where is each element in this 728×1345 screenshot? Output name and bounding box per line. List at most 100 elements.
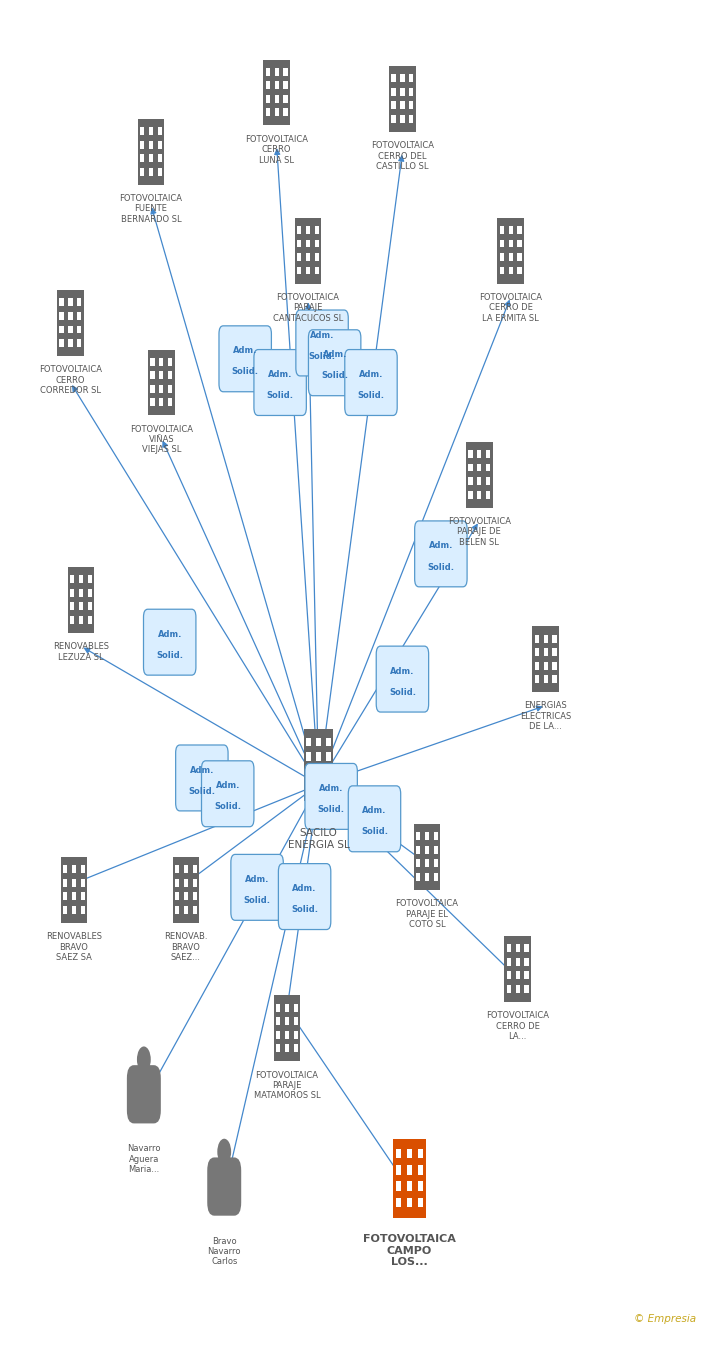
Bar [72, 892, 76, 900]
Text: Adm.: Adm. [319, 784, 344, 794]
Bar [58, 291, 84, 356]
Bar [553, 675, 557, 683]
Bar [149, 141, 153, 148]
Bar [168, 385, 173, 393]
Bar [157, 155, 162, 161]
Bar [276, 1003, 280, 1011]
Text: ENERGIAS
ELECTRICAS
DE LA...: ENERGIAS ELECTRICAS DE LA... [520, 702, 571, 732]
Bar [535, 635, 539, 643]
Bar [183, 865, 188, 873]
Bar [316, 767, 321, 776]
Text: Adm.: Adm. [157, 629, 182, 639]
Bar [274, 995, 301, 1061]
Bar [72, 865, 76, 873]
Bar [159, 398, 164, 406]
Bar [306, 752, 311, 761]
Text: FOTOVOLTAICA
PARAJE EL
COTO SL: FOTOVOLTAICA PARAJE EL COTO SL [395, 900, 459, 929]
Bar [70, 603, 74, 611]
Bar [477, 464, 481, 472]
Bar [414, 824, 440, 890]
Bar [276, 1044, 280, 1052]
Bar [285, 1003, 289, 1011]
Bar [486, 464, 490, 472]
Bar [509, 253, 513, 261]
Bar [285, 1044, 289, 1052]
Bar [407, 1149, 412, 1158]
Bar [306, 783, 311, 791]
Bar [416, 833, 420, 841]
Bar [87, 616, 92, 624]
Bar [396, 1181, 401, 1190]
Bar [285, 1030, 289, 1038]
Bar [507, 958, 511, 966]
Bar [81, 865, 85, 873]
Bar [396, 1149, 401, 1158]
Bar [168, 358, 173, 366]
Bar [316, 752, 321, 761]
Bar [149, 155, 153, 161]
Bar [157, 168, 162, 176]
Bar [486, 451, 490, 459]
Bar [294, 1017, 298, 1025]
FancyBboxPatch shape [415, 521, 467, 586]
Bar [314, 253, 319, 261]
Bar [392, 87, 396, 95]
Bar [418, 1149, 423, 1158]
FancyBboxPatch shape [348, 785, 400, 851]
Bar [276, 1017, 280, 1025]
Bar [466, 441, 493, 507]
Bar [553, 635, 557, 643]
Bar [297, 266, 301, 274]
Bar [424, 873, 429, 881]
Bar [77, 339, 82, 347]
Text: FOTOVOLTAICA
PARAJE
CANTACUCOS SL: FOTOVOLTAICA PARAJE CANTACUCOS SL [273, 293, 343, 323]
Bar [68, 339, 73, 347]
Bar [266, 67, 270, 75]
Bar [486, 491, 490, 499]
Bar [468, 491, 472, 499]
Text: Adm.: Adm. [245, 876, 269, 884]
Bar [524, 971, 529, 979]
Bar [326, 783, 331, 791]
Bar [274, 95, 279, 102]
Bar [500, 226, 504, 234]
Bar [400, 74, 405, 82]
Bar [175, 878, 179, 886]
Text: FOTOVOLTAICA
FUENTE
BERNARDO SL: FOTOVOLTAICA FUENTE BERNARDO SL [119, 194, 182, 223]
Bar [553, 648, 557, 656]
Bar [544, 662, 548, 670]
Text: Solid.: Solid. [361, 827, 388, 837]
Text: Adm.: Adm. [363, 807, 387, 815]
Bar [81, 892, 85, 900]
Bar [70, 589, 74, 597]
Text: Adm.: Adm. [323, 350, 347, 359]
FancyBboxPatch shape [202, 761, 254, 827]
Bar [140, 155, 144, 161]
Bar [70, 576, 74, 584]
Bar [149, 168, 153, 176]
FancyBboxPatch shape [231, 854, 283, 920]
Bar [157, 128, 162, 134]
Bar [434, 873, 438, 881]
Bar [266, 81, 270, 89]
Text: Solid.: Solid. [214, 803, 241, 811]
Text: Adm.: Adm. [310, 331, 334, 339]
Bar [392, 101, 396, 109]
Bar [434, 846, 438, 854]
Text: Solid.: Solid. [357, 391, 384, 401]
Text: RENOVAB.
BRAVO
SAEZ...: RENOVAB. BRAVO SAEZ... [164, 932, 207, 962]
Text: FOTOVOLTAICA
CERRO DE
LA...: FOTOVOLTAICA CERRO DE LA... [486, 1011, 549, 1041]
FancyBboxPatch shape [127, 1065, 161, 1123]
Bar [266, 95, 270, 102]
Bar [297, 253, 301, 261]
Bar [434, 833, 438, 841]
Bar [509, 226, 513, 234]
Bar [509, 266, 513, 274]
Bar [159, 358, 164, 366]
Bar [283, 81, 288, 89]
Text: Navarro
Aguera
Maria...: Navarro Aguera Maria... [127, 1145, 161, 1174]
Bar [68, 299, 73, 307]
Bar [175, 892, 179, 900]
Bar [151, 385, 154, 393]
Bar [81, 878, 85, 886]
